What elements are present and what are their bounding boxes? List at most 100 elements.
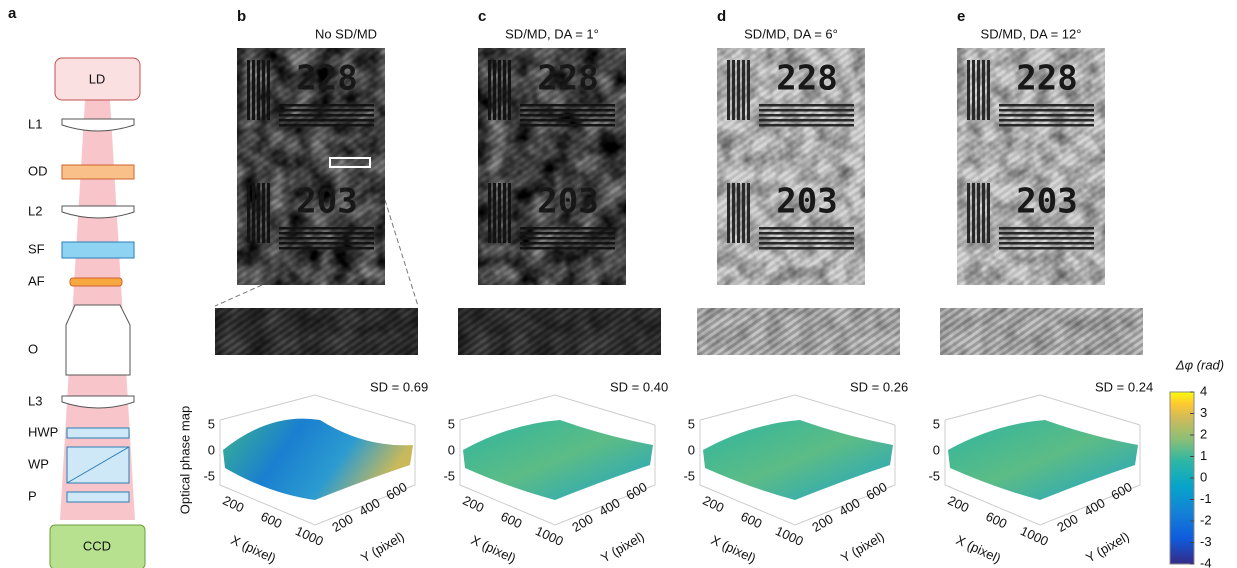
x-tick-label: 1000 [293, 523, 326, 549]
lens [62, 206, 134, 218]
x-axis-label: X (pixel) [709, 532, 759, 566]
zoom-strip-fringes [458, 308, 661, 355]
y-tick-label: 200 [1054, 511, 1080, 535]
component-label: AF [28, 273, 45, 288]
panel-title: No SD/MD [315, 26, 377, 41]
z-tick-label: 5 [448, 416, 455, 431]
component-label: L1 [28, 116, 42, 131]
figure: aLDL1ODL2SFAFOL3HWPWPPCCDbNo SD/MD228203… [0, 0, 1237, 568]
y-tick-label: 400 [356, 495, 382, 519]
x-axis-label: X (pixel) [469, 532, 519, 566]
y-tick-label: 600 [383, 479, 409, 503]
component-label: HWP [28, 424, 58, 439]
z-tick-label: 5 [933, 416, 940, 431]
x-tick-label: 1000 [773, 523, 806, 549]
phase-surface [948, 420, 1138, 500]
colorbar-tick-label: -2 [1200, 512, 1212, 527]
y-tick-label: 600 [1108, 479, 1134, 503]
y-tick-label: 200 [569, 511, 595, 535]
image-texture [478, 48, 626, 285]
panel-label: d [717, 8, 726, 25]
y-tick-label: 200 [809, 511, 835, 535]
image-texture [957, 48, 1105, 285]
colorbar-title: Δφ (rad) [1175, 357, 1224, 372]
panel-label: c [478, 8, 486, 25]
image-texture [717, 48, 865, 285]
y-tick-label: 400 [836, 495, 862, 519]
colorbar-tick-label: -4 [1200, 555, 1212, 568]
zoom-strip-fringes [697, 308, 900, 355]
panel-title: SD/MD, DA = 12° [981, 26, 1082, 41]
x-tick-label: 1000 [1018, 523, 1051, 549]
x-tick-label: 200 [945, 493, 971, 516]
z-tick-label: -5 [683, 468, 695, 483]
z-tick-label: 5 [688, 416, 695, 431]
axis-title: Optical phase map [177, 406, 192, 514]
objective [66, 305, 130, 375]
z-tick-label: 0 [208, 442, 215, 457]
spatial-filter [62, 242, 134, 258]
zoom-strip-fringes [940, 308, 1143, 355]
colorbar-tick-label: 4 [1200, 383, 1207, 398]
z-tick-label: 0 [688, 442, 695, 457]
x-axis-label: X (pixel) [229, 532, 279, 566]
y-axis-label: Y (pixel) [838, 529, 887, 566]
component-label: CCD [83, 538, 111, 553]
polarizer [67, 492, 129, 502]
y-axis-label: Y (pixel) [1083, 529, 1132, 566]
z-tick-label: -5 [203, 468, 215, 483]
sd-label: SD = 0.40 [610, 379, 668, 394]
phase-surface [703, 420, 893, 500]
component-label: SF [28, 241, 45, 256]
x-tick-label: 200 [700, 493, 726, 516]
colorbar-tick-label: 0 [1200, 469, 1207, 484]
half-wave-plate [67, 428, 129, 438]
component-label: P [28, 488, 37, 503]
y-tick-label: 400 [1081, 495, 1107, 519]
panel-title: SD/MD, DA = 6° [744, 26, 838, 41]
y-tick-label: 400 [596, 495, 622, 519]
z-tick-label: -5 [928, 468, 940, 483]
filter-od [62, 165, 134, 179]
aperture [70, 278, 122, 286]
lens [62, 119, 134, 131]
colorbar-tick-label: -1 [1200, 491, 1212, 506]
sd-label: SD = 0.24 [1095, 379, 1153, 394]
y-tick-label: 600 [863, 479, 889, 503]
colorbar-tick-label: -3 [1200, 534, 1212, 549]
zoom-strip-fringes [215, 308, 418, 355]
panel-label: b [237, 8, 246, 25]
y-axis-label: Y (pixel) [598, 529, 647, 566]
colorbar-tick-label: 3 [1200, 405, 1207, 420]
component-label: LD [89, 71, 106, 86]
z-tick-label: -5 [443, 468, 455, 483]
x-tick-label: 200 [220, 493, 246, 516]
component-label: L2 [28, 203, 42, 218]
x-tick-label: 1000 [533, 523, 566, 549]
x-tick-label: 600 [498, 509, 524, 532]
phase-surface [463, 420, 653, 500]
zoom-line [215, 285, 262, 306]
y-tick-label: 200 [329, 511, 355, 535]
colorbar-tick-label: 2 [1200, 426, 1207, 441]
x-tick-label: 600 [258, 509, 284, 532]
x-tick-label: 600 [983, 509, 1009, 532]
panel-label: e [957, 8, 965, 25]
y-tick-label: 600 [623, 479, 649, 503]
z-tick-label: 0 [933, 442, 940, 457]
z-tick-label: 5 [208, 416, 215, 431]
sd-label: SD = 0.26 [850, 379, 908, 394]
panel-label: a [8, 5, 17, 22]
panel-title: SD/MD, DA = 1° [505, 26, 599, 41]
component-label: O [28, 341, 38, 356]
component-label: WP [28, 456, 49, 471]
x-axis-label: X (pixel) [954, 532, 1004, 566]
x-tick-label: 200 [460, 493, 486, 516]
sd-label: SD = 0.69 [370, 379, 428, 394]
zoom-line [385, 200, 418, 306]
x-tick-label: 600 [738, 509, 764, 532]
component-label: L3 [28, 393, 42, 408]
phase-surface [223, 419, 413, 500]
z-tick-label: 0 [448, 442, 455, 457]
colorbar-tick-label: 1 [1200, 448, 1207, 463]
